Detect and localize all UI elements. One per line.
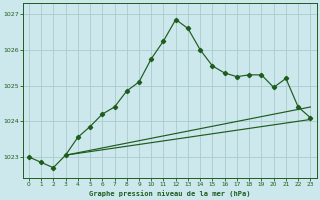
X-axis label: Graphe pression niveau de la mer (hPa): Graphe pression niveau de la mer (hPa) [89,190,250,197]
